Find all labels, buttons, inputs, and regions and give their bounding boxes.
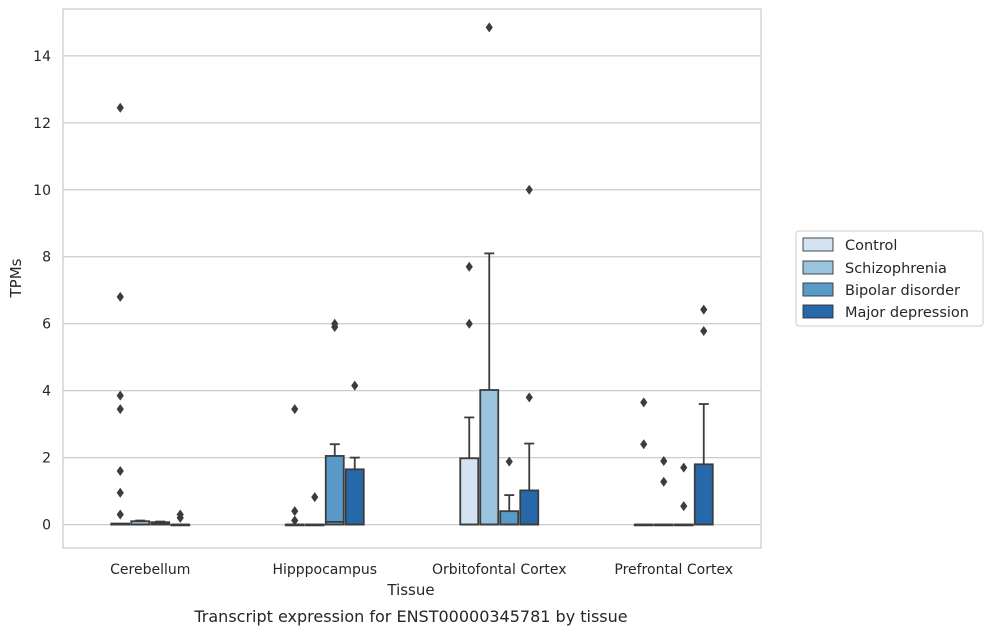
outlier-point [116, 291, 124, 302]
legend-swatch-bipolar-disorder [802, 282, 834, 297]
outlier-point [291, 515, 299, 526]
y-tick-label: 0 [42, 518, 51, 534]
plot-frame [62, 8, 762, 549]
outlier-point [116, 487, 124, 498]
outlier-point [640, 439, 648, 450]
box [479, 389, 500, 526]
outlier-point [700, 304, 708, 315]
outlier-point [311, 492, 319, 503]
box [459, 457, 480, 526]
x-axis-ticks: Cerebellum Hipppocampus Orbitofontal Corte… [110, 562, 733, 578]
y-tick-label: 10 [33, 183, 51, 199]
x-tick-label: Orbitofontal Cortex [432, 562, 567, 578]
outlier-point [291, 506, 299, 517]
outlier-point [331, 322, 339, 333]
y-tick-label: 14 [33, 49, 51, 65]
y-tick-label: 2 [42, 451, 51, 467]
outlier-point [351, 380, 359, 391]
legend-label-bipolar-disorder: Bipolar disorder [845, 283, 960, 299]
outlier-point [660, 455, 668, 466]
outlier-point [525, 184, 533, 195]
outlier-point [700, 326, 708, 337]
x-tick-label: Prefrontal Cortex [614, 562, 733, 578]
outlier-point [465, 318, 473, 329]
y-axis-title: TPMs [7, 258, 25, 298]
x-tick-label: Cerebellum [110, 562, 190, 578]
outlier-point [176, 512, 184, 523]
box [324, 455, 345, 526]
legend-frame [795, 230, 984, 327]
legend-swatch-major-depression [802, 304, 834, 319]
chart-caption: Transcript expression for ENST0000034578… [193, 607, 627, 626]
box [499, 510, 520, 526]
outlier-point [291, 404, 299, 415]
legend-swatch-control [802, 237, 834, 252]
outlier-point [116, 102, 124, 113]
y-tick-label: 6 [42, 317, 51, 333]
boxes [110, 252, 714, 527]
outlier-point [680, 501, 688, 512]
box [344, 468, 365, 526]
legend-label-major-depression: Major depression [845, 305, 969, 321]
outlier-point [525, 392, 533, 403]
x-axis-title: Tissue [386, 581, 434, 599]
outlier-point [116, 466, 124, 476]
legend-swatch-schizophrenia [802, 260, 834, 275]
y-tick-label: 4 [42, 384, 51, 400]
legend-label-schizophrenia: Schizophrenia [845, 261, 947, 277]
outlier-point [116, 404, 124, 415]
outlier-point [680, 462, 688, 473]
outlier-point [116, 509, 124, 520]
legend: Control Schizophrenia Bipolar disorder M… [795, 230, 984, 327]
x-tick-label: Hipppocampus [272, 562, 377, 578]
outlier-point [485, 22, 493, 33]
y-tick-label: 8 [42, 250, 51, 266]
outlier-point [640, 397, 648, 408]
legend-label-control: Control [845, 238, 897, 254]
outlier-point [660, 476, 668, 487]
gridlines [63, 55, 761, 526]
outlier-point [465, 261, 473, 272]
outlier-point [116, 390, 124, 401]
y-axis-ticks: 0 2 4 6 8 10 12 14 [33, 49, 51, 534]
box [693, 463, 714, 526]
outliers [116, 22, 708, 526]
outlier-point [505, 456, 513, 467]
y-tick-label: 12 [33, 116, 51, 132]
box [519, 489, 540, 526]
